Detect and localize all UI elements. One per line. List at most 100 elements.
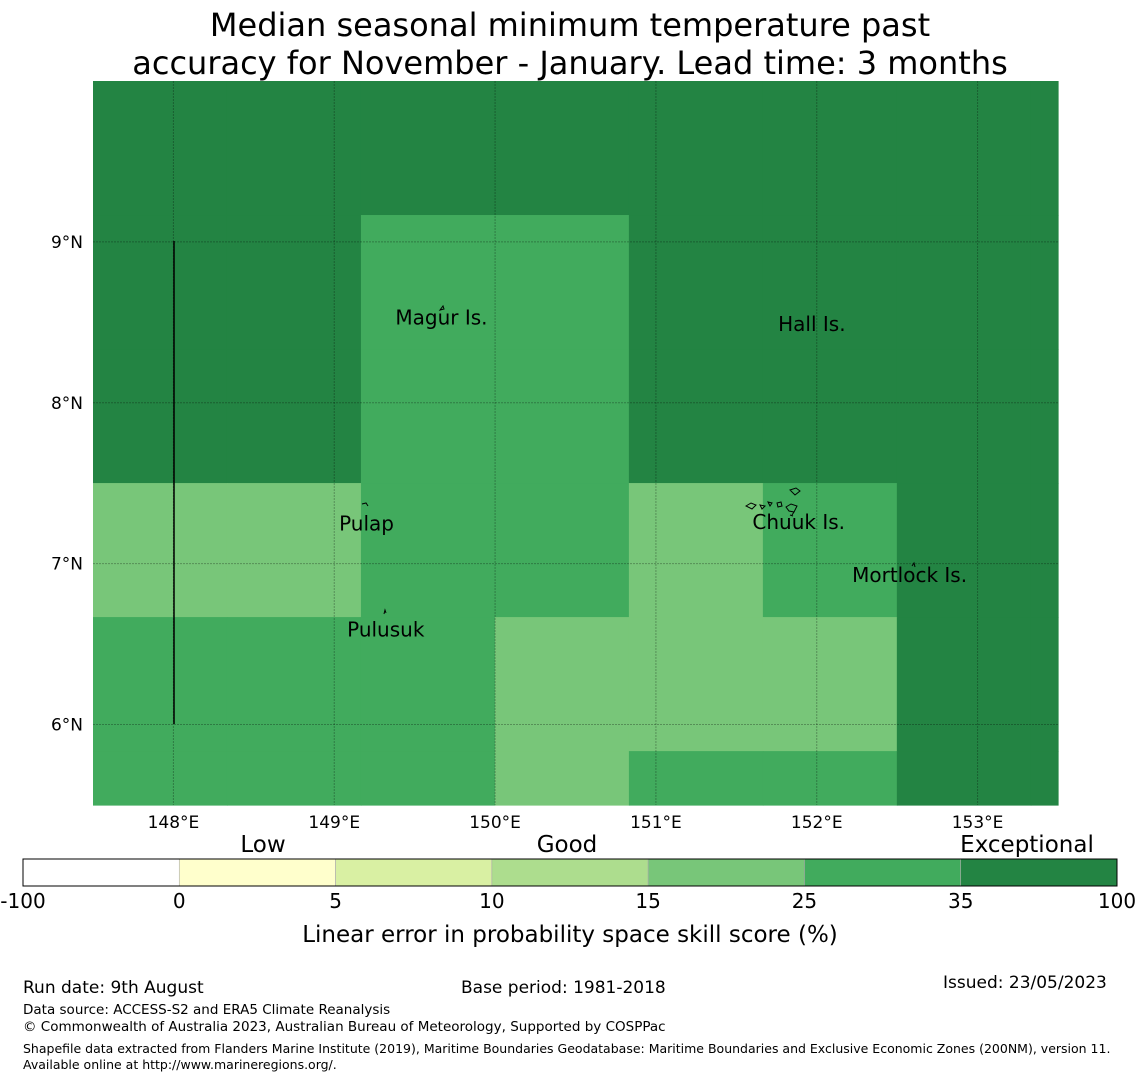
place-label: Chuuk Is. <box>752 510 845 534</box>
skill-cell <box>1030 483 1059 618</box>
skill-cell <box>226 215 362 350</box>
skill-cell <box>1030 617 1059 752</box>
colorbar-segment <box>335 858 493 887</box>
colorbar-segment <box>647 858 805 887</box>
skill-cell <box>93 81 228 216</box>
colorbar-segment <box>178 858 336 887</box>
longitude-tick-label: 149°E <box>308 813 360 833</box>
colorbar-axis-label: Linear error in probability space skill … <box>302 922 838 948</box>
copyright: © Commonwealth of Australia 2023, Austra… <box>23 1019 666 1035</box>
skill-cell <box>628 483 764 618</box>
colorbar-outline <box>22 858 1118 887</box>
skill-cell <box>494 617 630 752</box>
skill-cell <box>896 349 1032 484</box>
colorbar-segment <box>22 858 180 887</box>
colorbar-category-label: Good <box>537 832 598 858</box>
skill-cell <box>762 81 898 216</box>
place-labels: Magur Is. Hall Is. Pulap Chuuk Is. Mortlock … <box>339 306 967 642</box>
latitude-tick-label: 8°N <box>51 394 83 414</box>
run-date: Run date: 9th August <box>23 978 204 998</box>
latitude-tick-label: 6°N <box>51 716 83 736</box>
shapefile-credit: Shapefile data extracted from Flanders M… <box>23 1041 1111 1072</box>
colorbar-tick-label: 35 <box>948 889 973 913</box>
skill-cell <box>93 483 228 618</box>
skill-cell <box>360 751 496 806</box>
skill-cell <box>494 349 630 484</box>
colorbar-tick-label: 25 <box>792 889 817 913</box>
colorbar-tick-label: 15 <box>635 889 660 913</box>
colorbar-segment <box>804 858 962 887</box>
skill-cell <box>226 751 362 806</box>
island-outlines <box>361 304 916 615</box>
colorbar-tick-label: 5 <box>329 889 342 913</box>
map-title: Median seasonal minimum temperature past… <box>0 6 1140 82</box>
skill-cell <box>360 349 496 484</box>
pulap-island-shape <box>361 502 369 507</box>
base-period: Base period: 1981-2018 <box>461 978 666 998</box>
place-label: Hall Is. <box>778 312 845 336</box>
mortlock-island-shape <box>911 561 916 568</box>
longitude-tick-label: 153°E <box>952 813 1004 833</box>
skill-cell <box>762 349 898 484</box>
title-line-2: accuracy for November - January. Lead ti… <box>132 44 1008 82</box>
skill-cell <box>762 215 898 350</box>
skill-cell <box>494 81 630 216</box>
longitude-tick-label: 148°E <box>148 813 200 833</box>
skill-cell <box>360 617 496 752</box>
graticule <box>93 81 1058 805</box>
place-label: Magur Is. <box>395 306 487 330</box>
skill-cell <box>93 617 228 752</box>
skill-cell <box>896 483 1032 618</box>
skill-cell <box>628 617 764 752</box>
longitude-tick-label: 151°E <box>630 813 682 833</box>
colorbar-segment <box>960 858 1118 887</box>
skill-cell <box>93 349 228 484</box>
skill-cell <box>494 483 630 618</box>
colorbar: -100 0 5 10 15 25 35 100 Low Good Exceptional Linea… <box>0 832 1136 948</box>
skill-cell <box>360 215 496 350</box>
data-source: Data source: ACCESS-S2 and ERA5 Climate … <box>23 1002 391 1018</box>
skill-cell <box>762 617 898 752</box>
longitude-tick-label: 152°E <box>791 813 843 833</box>
skill-cell <box>628 751 764 806</box>
colorbar-category-label: Low <box>240 832 285 858</box>
skill-cell <box>762 483 898 618</box>
colorbar-tick-label: 0 <box>173 889 186 913</box>
skill-map: Magur Is. Hall Is. Pulap Chuuk Is. Mortlock … <box>0 81 1136 948</box>
issued-date: Issued: 23/05/2023 <box>943 973 1107 993</box>
skill-cell <box>226 483 362 618</box>
skill-cell <box>1030 215 1059 350</box>
skill-cell <box>93 751 228 806</box>
title-line-1: Median seasonal minimum temperature past <box>209 6 931 44</box>
place-label: Pulap <box>339 511 394 535</box>
skill-cell <box>226 617 362 752</box>
colorbar-tick-label: 10 <box>479 889 504 913</box>
skill-grid-cells <box>93 81 1059 806</box>
axis-tick-labels: 148°E 149°E 150°E 151°E 152°E 153°E 9°N 8°N 7°N 6… <box>51 233 1003 833</box>
skill-cell <box>1030 81 1059 216</box>
skill-cell <box>628 81 764 216</box>
skill-cell <box>896 215 1032 350</box>
colorbar-segment <box>491 858 649 887</box>
skill-cell <box>896 617 1032 752</box>
colorbar-category-label: Exceptional <box>960 832 1094 858</box>
skill-cell <box>896 81 1032 216</box>
skill-cell <box>1030 751 1059 806</box>
colorbar-tick-label: 100 <box>1098 889 1136 913</box>
skill-cell <box>360 483 496 618</box>
skill-cell <box>494 751 630 806</box>
skill-cell <box>896 751 1032 806</box>
skill-cell <box>1030 349 1059 484</box>
skill-cell <box>226 349 362 484</box>
skill-cell <box>628 215 764 350</box>
skill-cell <box>628 349 764 484</box>
skill-cell <box>762 751 898 806</box>
skill-cell <box>360 81 496 216</box>
latitude-tick-label: 9°N <box>51 233 83 253</box>
longitude-tick-label: 150°E <box>469 813 521 833</box>
colorbar-tick-label: -100 <box>0 889 45 913</box>
pulusuk-island-shape <box>383 608 387 615</box>
skill-cell <box>494 215 630 350</box>
latitude-tick-label: 7°N <box>51 555 83 575</box>
skill-cell <box>93 215 228 350</box>
